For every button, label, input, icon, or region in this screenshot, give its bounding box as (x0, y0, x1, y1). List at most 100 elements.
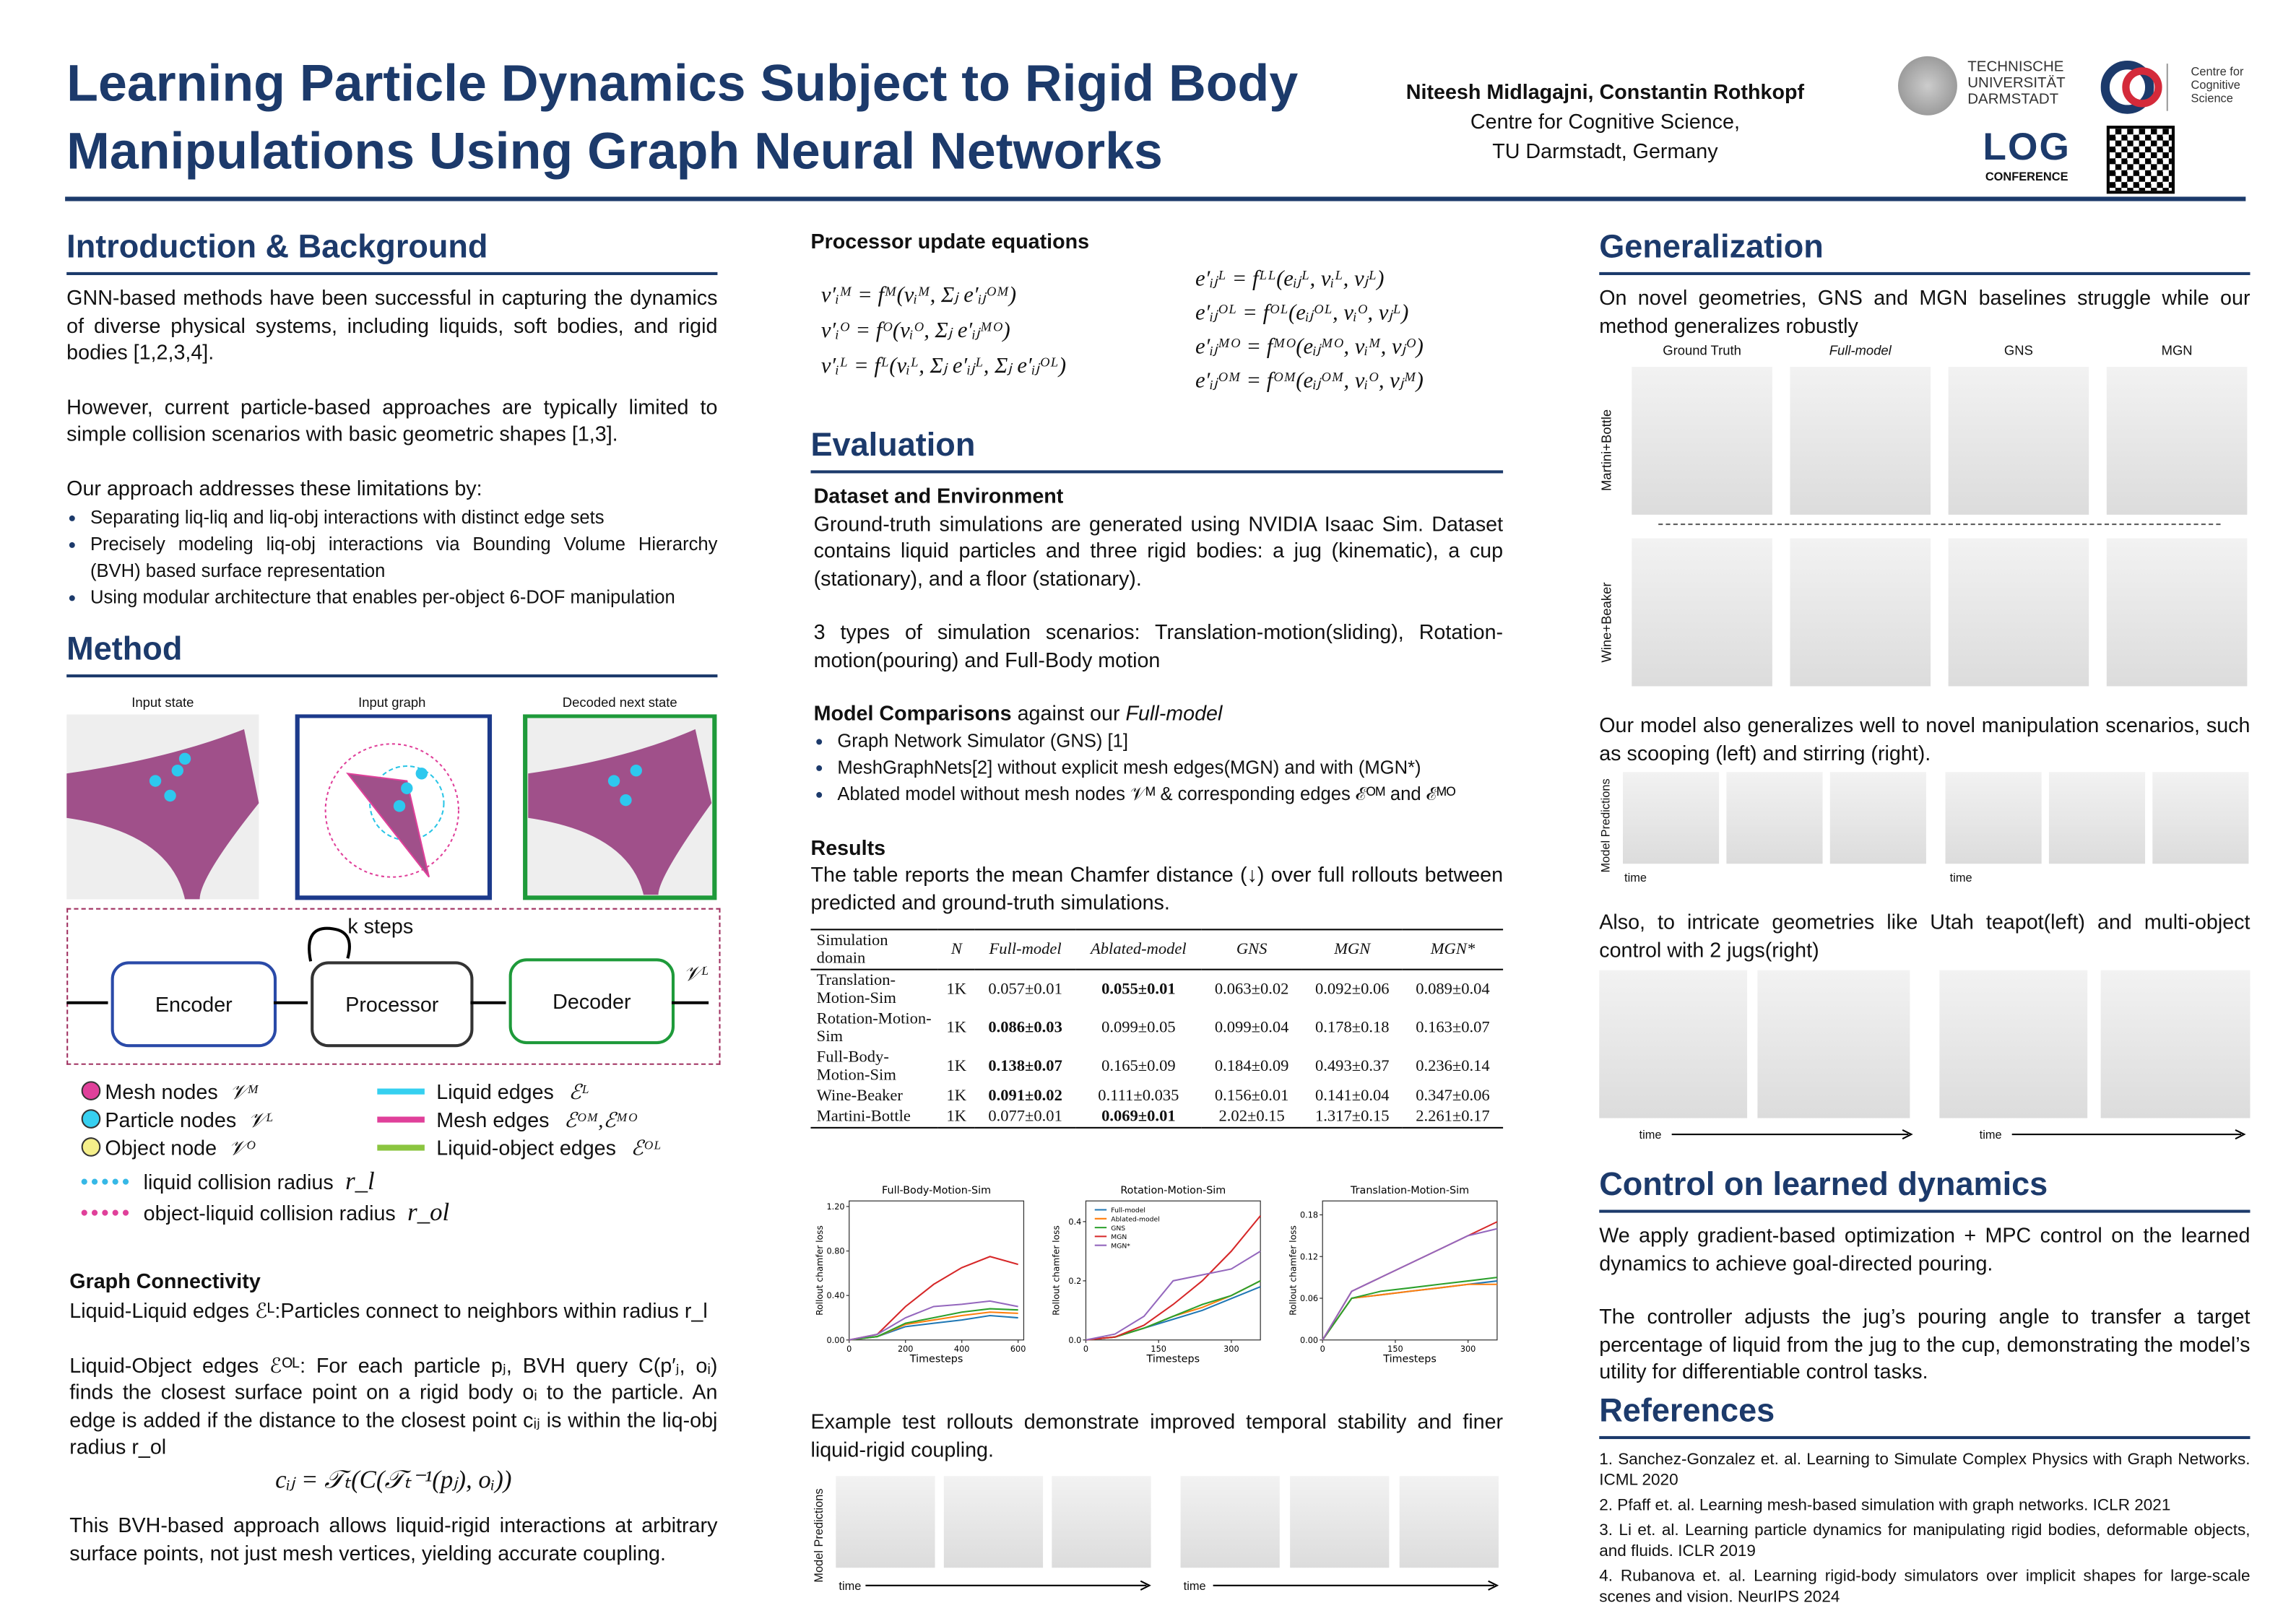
legend-symbol: ℰᴸ (568, 1082, 590, 1105)
legend-symbol: 𝒱ᴼ (228, 1139, 256, 1161)
y-tick-label: 0.2 (1068, 1277, 1081, 1286)
rollouts-text: Example test rollouts demonstrate improv… (810, 1409, 1504, 1461)
authors: Niteesh Midlagajni, Constantin Rothkopf (1405, 79, 1805, 104)
legend-entry: Mesh edges ℰᴼᴹ,ℰᴹᴼ (377, 1108, 638, 1134)
bullet: Ablated model without mesh nodes 𝒱ᴹ & co… (815, 780, 1503, 807)
legend-entry: object-liquid collision radius r_ol (81, 1198, 450, 1227)
result-image (1790, 538, 1931, 687)
legend-label: object-liquid collision radius (143, 1201, 396, 1225)
legend: Mesh nodes 𝒱ᴹ Particle nodes 𝒱ᴸ Object node 𝒱… (81, 1079, 718, 1227)
equations: v′ᵢᴹ = fᴹ(vᵢᴹ, Σⱼ e′ᵢⱼᴼᴹ) v′ᵢᴼ = fᴼ(vᵢᴼ, … (821, 278, 1066, 384)
table-cell: Martini-Bottle (816, 1108, 911, 1126)
subheading: Model Comparisons (813, 700, 1012, 725)
title-line: Learning Particle Dynamics Subject to Ri… (66, 54, 1299, 113)
logo-text: Science (2191, 91, 2233, 105)
panel-caption: Input graph (358, 695, 426, 710)
y-tick-label: 0.18 (1300, 1211, 1318, 1220)
bullet-list: Separating liq-liq and liq-obj interacti… (66, 504, 717, 610)
header-cell: Full-model (975, 929, 1076, 970)
header-cell: Simulation domain (810, 929, 938, 970)
table-cell: 0.111±0.035 (1098, 1087, 1179, 1105)
stir-image (2152, 772, 2249, 864)
logo-text: CONFERENCE (1985, 170, 2068, 183)
scoop-image (1726, 772, 1823, 864)
table-cell: 1K (946, 1087, 967, 1105)
bullet: Separating liq-liq and liq-obj interacti… (68, 504, 717, 531)
series-line (849, 1256, 1018, 1341)
legend-label: Full-model (1111, 1207, 1145, 1214)
rollout-image (1180, 1476, 1280, 1568)
paragraph: We apply gradient-based optimization + M… (1599, 1222, 2250, 1274)
results-table: Simulation domain N Full-model Ablated-mode… (810, 929, 1504, 1129)
table-row: Martini-Bottle 1K 0.077±0.01 0.069±0.01 2.02… (810, 1106, 1504, 1128)
time-arrows (1671, 1129, 2246, 1140)
legend-entry: Mesh nodes 𝒱ᴹ (81, 1079, 259, 1106)
subheading: Results (810, 835, 886, 860)
arrows (66, 926, 709, 1004)
paragraph: Liquid-Liquid edges ℰᴸ:Particles connect… (69, 1298, 708, 1323)
legend-swatch (81, 1109, 101, 1129)
result-image (2106, 366, 2248, 515)
time-arrows (865, 1580, 1499, 1591)
tu-logo: TECHNISCHE UNIVERSITÄT DARMSTADT (1967, 59, 2065, 108)
result-image (1632, 538, 1772, 687)
x-tick-label: 400 (954, 1344, 969, 1354)
legend-symbol: ℰᴼᴸ (631, 1139, 662, 1161)
logo-text: TECHNISCHE (1967, 58, 2064, 76)
legend-symbol: r_l (345, 1167, 375, 1196)
log-logo: LOG CONFERENCE (1977, 124, 2077, 183)
result-image (2106, 538, 2248, 687)
table-cell: 0.091±0.02 (988, 1087, 1062, 1105)
chart-title: Rotation-Motion-Sim (1120, 1185, 1226, 1196)
legend-label: MGN (1111, 1233, 1127, 1241)
table-cell: 0.086±0.03 (988, 1019, 1062, 1037)
legend-swatch (377, 1116, 425, 1123)
chart-title: Full-Body-Motion-Sim (882, 1185, 991, 1196)
time-label: time (839, 1579, 862, 1594)
mesh (346, 772, 430, 878)
table-cell: Wine-Beaker (816, 1087, 903, 1105)
x-tick-label: 150 (1151, 1344, 1166, 1354)
text: Full-model (1125, 700, 1223, 725)
paragraph: Ground-truth simulations are generated u… (813, 510, 1504, 590)
y-axis-label: Rollout chamfer loss (1288, 1225, 1298, 1316)
x-tick-label: 0 (846, 1344, 852, 1354)
equation: v′ᵢᴼ = fᴼ(vᵢᴼ, Σⱼ e′ᵢⱼᴹᴼ) (820, 319, 1010, 344)
table-cell: 0.236±0.14 (1416, 1057, 1490, 1076)
result-image (1790, 366, 1931, 515)
legend-swatch (81, 1209, 129, 1216)
equation: e′ᵢⱼᴼᴸ = fᴼᴸ(eᵢⱼᴼᴸ, vᵢᴼ, vⱼᴸ) (1195, 301, 1409, 326)
table-cell: 0.089±0.04 (1416, 981, 1490, 999)
ccs-logo: Centre for Cognitive Science (2191, 65, 2244, 105)
x-axis-label: Timesteps (909, 1354, 963, 1365)
arrow (865, 1580, 1499, 1591)
radius (369, 765, 445, 841)
title: Learning Particle Dynamics Subject to Ri… (66, 51, 1298, 186)
teapot-image (1599, 970, 1748, 1118)
legend-symbol: 𝒱ᴹ (230, 1082, 259, 1105)
legend-label: Liquid edges (436, 1079, 554, 1104)
reference: 4. Rubanova et. al. Learning rigid-body … (1599, 1568, 2250, 1607)
header-row: Simulation domain N Full-model Ablated-mode… (810, 929, 1504, 970)
rollout-image (1399, 1476, 1499, 1568)
affiliation: TU Darmstadt, Germany (1492, 139, 1718, 163)
logo-text: LOG (1983, 124, 2071, 169)
panel-caption: Decoded next state (562, 695, 677, 710)
legend-swatch (377, 1144, 425, 1151)
legend-label: liquid collision radius (143, 1170, 334, 1194)
header-rule (65, 196, 2246, 201)
paragraph: However, current particle-based approach… (66, 394, 718, 446)
y-axis-label: Rollout chamfer loss (815, 1225, 825, 1316)
table-cell: 1.317±0.15 (1315, 1108, 1390, 1126)
decoder-block: Decoder (508, 958, 675, 1045)
paragraph: Also, to intricate geometries like Utah … (1599, 909, 2250, 961)
bullet: Precisely modeling liq-obj interactions … (68, 531, 717, 584)
bullet: Using modular architecture that enables … (68, 584, 717, 611)
plot-area (849, 1200, 1025, 1341)
logo-text: Cognitive (2191, 78, 2240, 92)
legend-symbol: ℰᴼᴹ,ℰᴹᴼ (563, 1111, 638, 1134)
pipeline-box (66, 908, 721, 1065)
series-line (849, 1308, 1018, 1341)
x-tick-label: 0 (1320, 1344, 1325, 1354)
